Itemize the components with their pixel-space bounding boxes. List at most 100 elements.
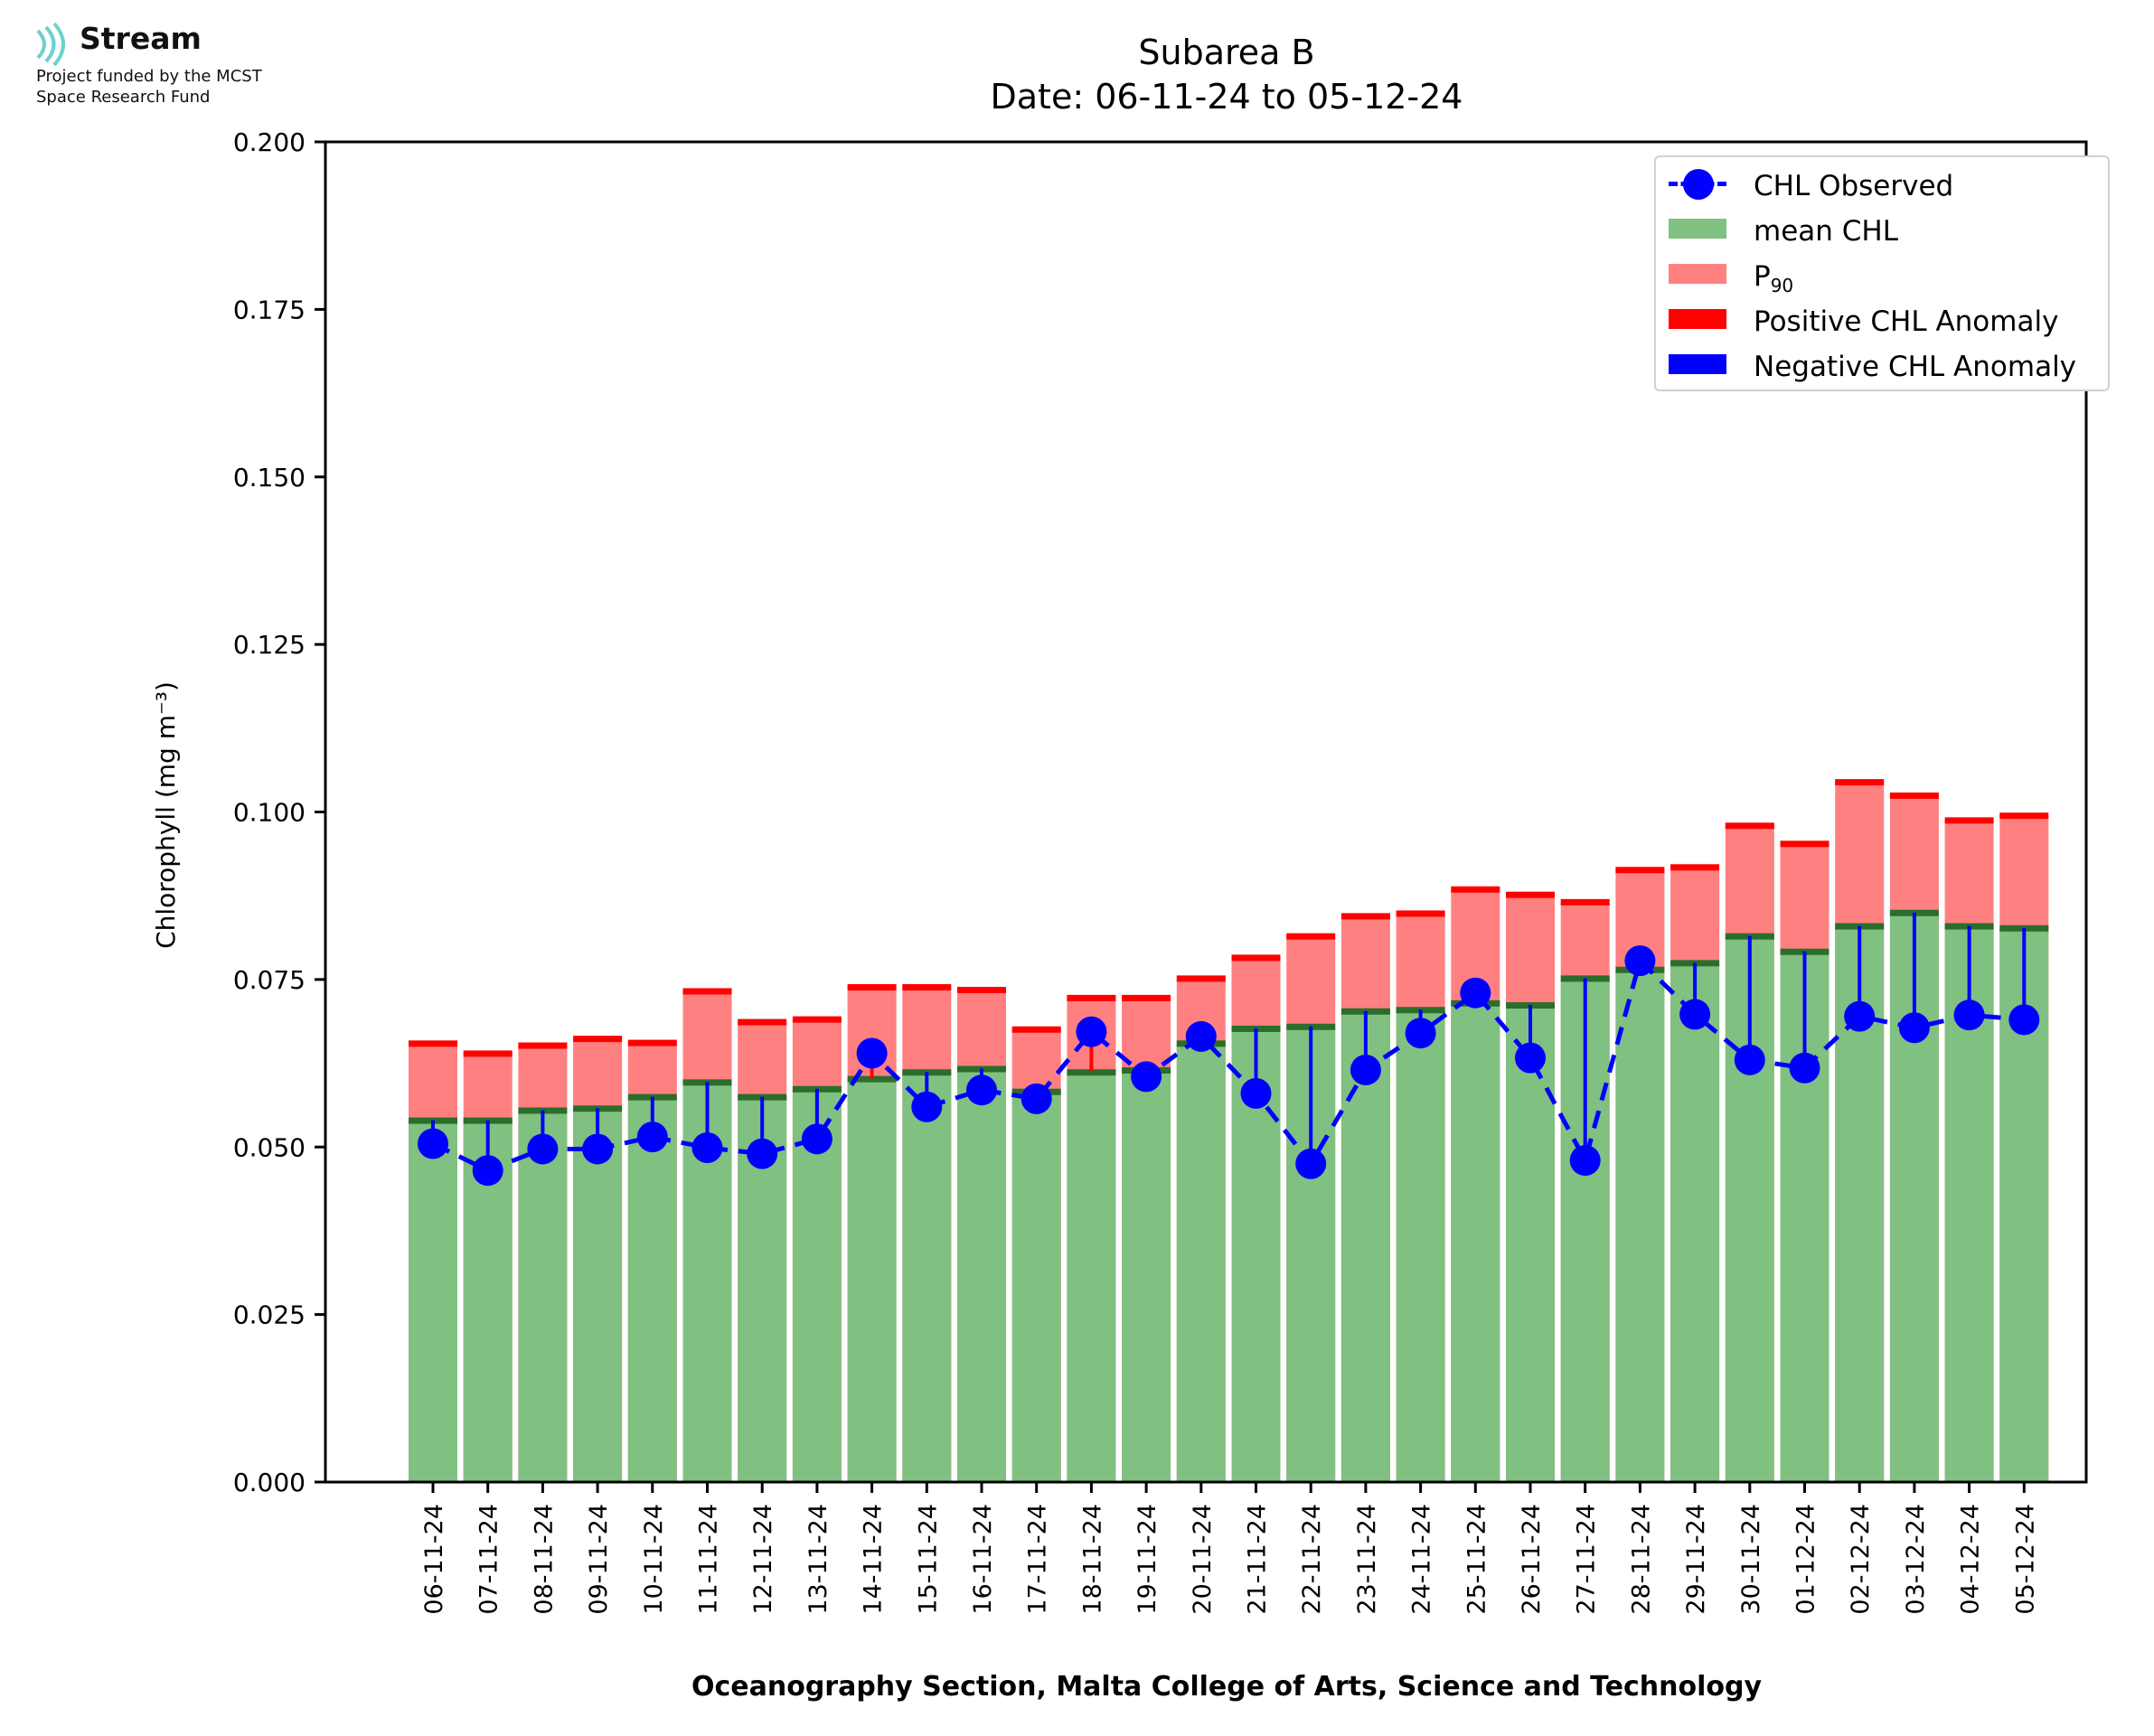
legend-item-observed: CHL Observed: [1656, 163, 2108, 208]
x-tick-label: 16-11-24: [969, 1504, 997, 1615]
observed-point: [1021, 1083, 1052, 1114]
observed-point: [747, 1138, 778, 1169]
p90-top-mark: [1944, 817, 1994, 824]
x-tick-label: 30-11-24: [1737, 1504, 1765, 1615]
observed-point: [1789, 1052, 1820, 1084]
x-tick-label: 03-12-24: [1902, 1504, 1930, 1615]
x-tick-label: 14-11-24: [860, 1504, 888, 1615]
p90-top-mark: [1999, 812, 2049, 820]
observed-point: [582, 1133, 614, 1165]
y-tick-label: 0.025: [233, 1300, 306, 1330]
mean-bar: [627, 1096, 677, 1482]
p90-top-mark: [1340, 913, 1390, 920]
p90-top-mark: [1506, 891, 1555, 898]
p90-top-mark: [1396, 910, 1445, 917]
x-tick-label: 18-11-24: [1078, 1504, 1106, 1615]
mean-bar: [1340, 1010, 1390, 1482]
mean-bar: [518, 1110, 568, 1482]
p90-top-mark: [957, 986, 1006, 993]
p90-top-mark: [463, 1050, 513, 1057]
p90-top-mark: [409, 1040, 457, 1047]
x-tick-label: 24-11-24: [1408, 1504, 1436, 1615]
x-axis-label: Oceanography Section, Malta College of A…: [691, 1671, 1763, 1703]
y-tick-label: 0.050: [233, 1132, 306, 1162]
legend-label-p90-base: P: [1754, 260, 1771, 293]
observed-point: [1076, 1016, 1107, 1047]
observed-point: [527, 1133, 559, 1165]
y-tick-label: 0.075: [233, 965, 306, 995]
funding-note: Project funded by the MCST Space Researc…: [36, 66, 416, 108]
p90-top-mark: [1122, 994, 1171, 1001]
mean-bar: [902, 1072, 952, 1482]
mean-bar: [409, 1120, 457, 1482]
legend: CHL Observed mean CHL P90 Positive CHL A…: [1654, 155, 2110, 391]
p90-top-mark: [1560, 898, 1610, 906]
y-tick-label: 0.200: [233, 127, 306, 157]
chart-subtitle: Date: 06-11-24 to 05-12-24: [991, 77, 1463, 117]
p90-top-mark: [1615, 867, 1665, 874]
p90-top-mark: [573, 1036, 623, 1043]
p90-top-mark: [1889, 792, 1939, 799]
x-tick-label: 02-12-24: [1847, 1504, 1875, 1615]
x-tick-label: 28-11-24: [1627, 1504, 1655, 1615]
p90-top-mark: [902, 984, 952, 991]
p90-top-mark: [1780, 840, 1829, 848]
x-tick-label: 27-11-24: [1573, 1504, 1601, 1615]
funding-line-2: Space Research Fund: [36, 88, 211, 107]
mean-bar: [1122, 1069, 1171, 1482]
x-tick-label: 19-11-24: [1133, 1504, 1162, 1615]
mean-bar: [1670, 962, 1720, 1482]
observed-point: [1185, 1020, 1217, 1052]
mean-bar: [573, 1108, 623, 1482]
x-tick-label: 11-11-24: [695, 1504, 723, 1615]
x-tick-label: 21-11-24: [1244, 1504, 1272, 1615]
mean-bar: [1506, 1005, 1555, 1482]
observed-point: [1240, 1077, 1272, 1109]
observed-point: [1131, 1061, 1162, 1093]
observed-point: [1515, 1042, 1546, 1074]
mean-bar: [1451, 1002, 1500, 1482]
y-tick-label: 0.100: [233, 798, 306, 828]
observed-point: [801, 1123, 832, 1155]
x-tick-label: 26-11-24: [1518, 1504, 1546, 1615]
mean-bar: [1011, 1091, 1061, 1482]
p90-top-mark: [1451, 886, 1500, 893]
y-axis-label: Chlorophyll (mg m⁻³): [151, 681, 181, 949]
x-tick-label: 12-11-24: [749, 1504, 777, 1615]
observed-point: [1460, 977, 1491, 1009]
p90-top-mark: [792, 1016, 842, 1023]
observed-point: [966, 1074, 997, 1106]
p90-top-mark: [1011, 1026, 1061, 1033]
x-tick-label: 01-12-24: [1792, 1504, 1820, 1615]
p90-top-mark: [518, 1042, 568, 1049]
chart-title: Subarea B: [1138, 33, 1314, 72]
legend-label-p90: P90: [1754, 260, 1793, 296]
funding-line-1: Project funded by the MCST: [36, 67, 262, 86]
p90-top-mark: [738, 1018, 787, 1026]
observed-point: [1844, 1000, 1876, 1032]
p90-top-mark: [627, 1039, 677, 1046]
x-tick-label: 06-11-24: [420, 1504, 448, 1615]
mean-bar: [957, 1068, 1006, 1482]
observed-point: [472, 1155, 503, 1187]
observed-point: [1569, 1145, 1601, 1177]
mean-bar: [1615, 969, 1665, 1482]
legend-item-negative: Negative CHL Anomaly: [1656, 343, 2108, 389]
y-tick-label: 0.175: [233, 295, 306, 324]
y-tick-label: 0.125: [233, 630, 306, 660]
legend-label-observed: CHL Observed: [1754, 170, 1954, 202]
observed-point: [1679, 999, 1711, 1030]
p90-top-mark: [847, 984, 897, 991]
legend-item-positive: Positive CHL Anomaly: [1656, 298, 2108, 343]
mean-top-mark: [1067, 1069, 1116, 1076]
bars-group: [409, 779, 2049, 1482]
observed-point: [1898, 1012, 1930, 1044]
p90-top-mark: [1176, 975, 1226, 982]
legend-item-mean: mean CHL: [1656, 208, 2108, 253]
x-tick-label: 29-11-24: [1682, 1504, 1710, 1615]
mean-bar: [1176, 1043, 1226, 1482]
legend-item-p90: P90: [1656, 253, 2108, 298]
p90-top-mark: [1067, 994, 1116, 1001]
x-tick-label: 09-11-24: [585, 1504, 613, 1615]
legend-observed-marker: [1683, 169, 1714, 200]
